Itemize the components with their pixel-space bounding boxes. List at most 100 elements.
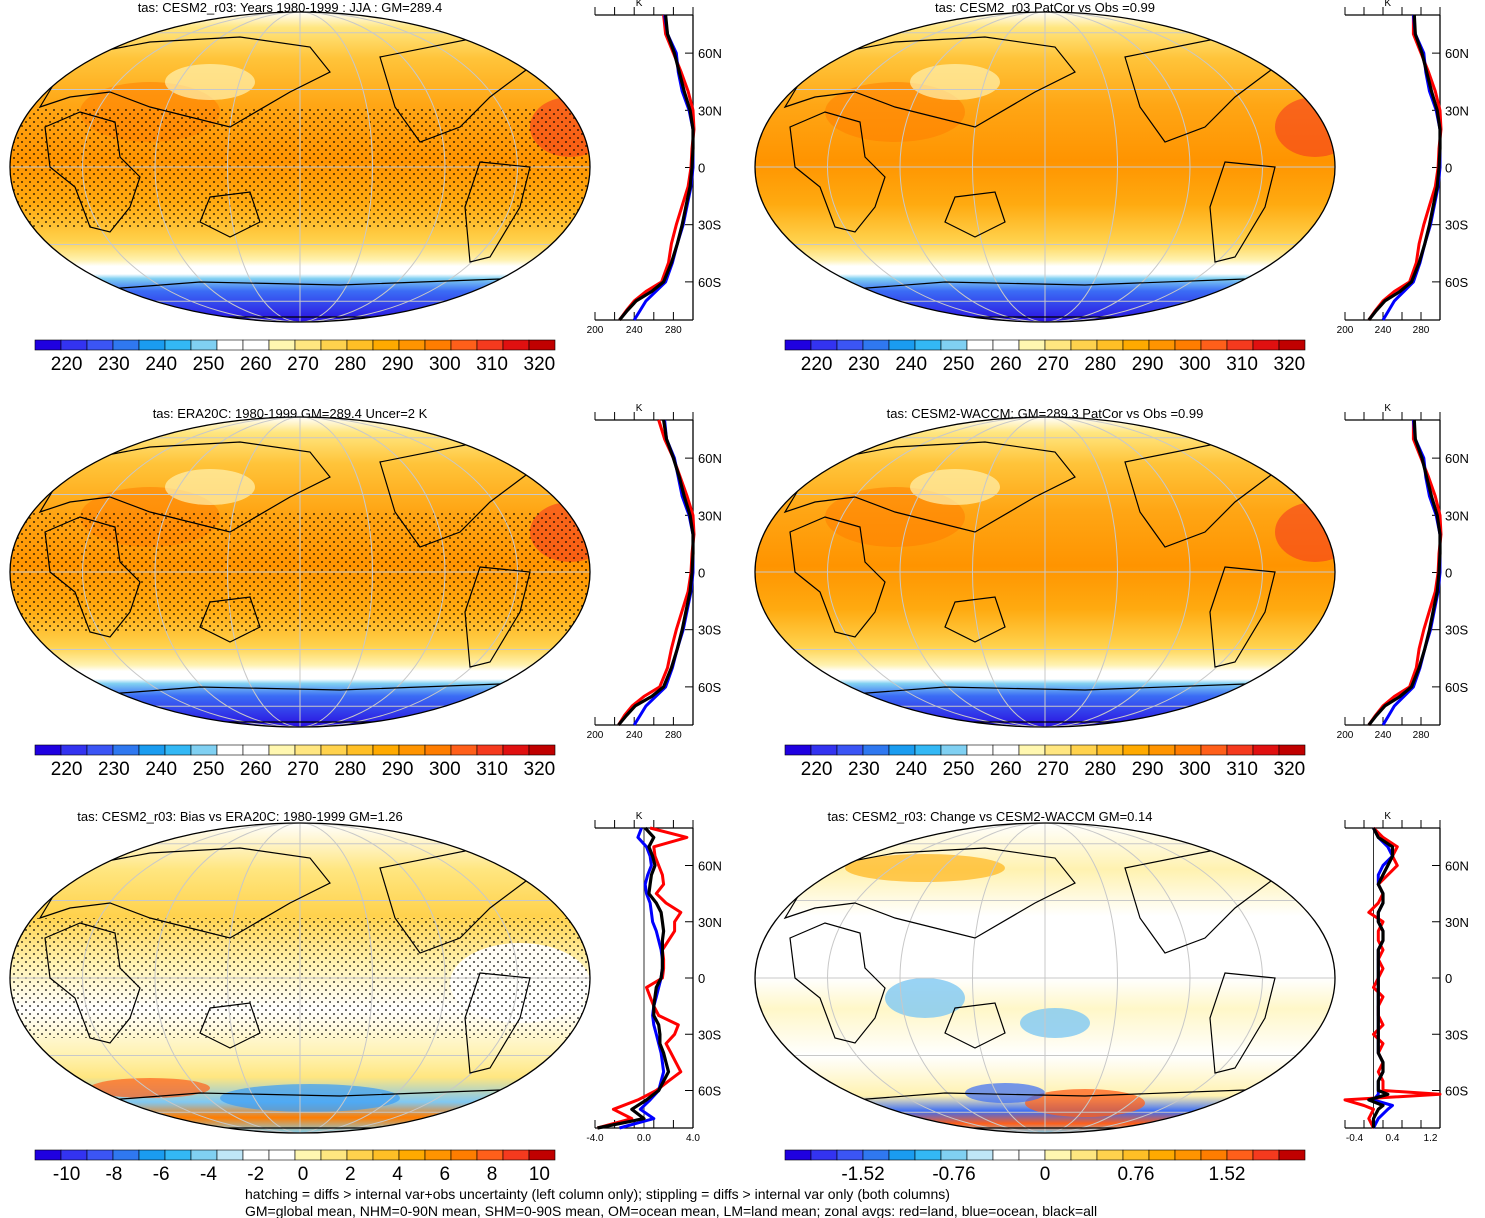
zonal-lat-label: 60N (698, 451, 722, 466)
coastline (1209, 566, 1276, 668)
colorbar-tick-label: -4 (200, 1164, 217, 1185)
zonal-lat-label: 30S (1445, 218, 1468, 233)
colorbar-swatch (398, 744, 426, 756)
colorbar-tick-label: 250 (193, 759, 225, 780)
colorbar-tick-label: -8 (105, 1164, 122, 1185)
zonal-x-tick-label: 4.0 (686, 1133, 700, 1144)
colorbar-swatch (1148, 339, 1176, 351)
meridian-line (899, 417, 1191, 727)
meridian-line (827, 417, 1263, 727)
colorbar-swatch (888, 1149, 916, 1161)
panel-row2-right: tas: CESM2-WACCM: GM=289.3 PatCor vs Obs… (754, 403, 1469, 780)
zonal-x-tick-label: -4.0 (586, 1133, 604, 1144)
zonal-x-tick-label: 1.2 (1424, 1133, 1438, 1144)
warm-region (845, 854, 1005, 882)
zonal-series-all (618, 14, 695, 322)
colorbar: -10 -8 -6 -4 -2 0 2 4 6 8 10 (34, 1149, 556, 1185)
colorbar-swatch (398, 339, 426, 351)
zonal-lat-label: 30S (698, 623, 721, 638)
coastline (783, 847, 1076, 939)
map-clipped (10, 417, 590, 727)
zonal-lat-label: 30N (1445, 915, 1469, 930)
zonal-lat-label: 0 (698, 566, 705, 581)
cool-region (965, 1083, 1045, 1103)
colorbar-tick-label: 240 (895, 354, 927, 375)
zonal-series-land (617, 419, 696, 726)
coastline (783, 441, 1076, 533)
zonal-lat-label: 60S (698, 680, 721, 695)
meridian-line (227, 823, 373, 1133)
colorbar-swatch (112, 744, 140, 756)
colorbar-swatch (268, 744, 296, 756)
colorbar-tick-label: 250 (193, 354, 225, 375)
coastline (944, 1002, 1006, 1049)
zonal-x-tick-label: 280 (665, 325, 682, 336)
zonal-lat-label: 30S (698, 218, 721, 233)
colorbar-tick-label: 310 (476, 759, 508, 780)
colorbar-swatch (784, 1149, 812, 1161)
zonal-lat-label: 30S (1445, 1027, 1468, 1042)
colorbar-tick-label: -0.76 (932, 1164, 975, 1185)
meridian-line (899, 823, 1191, 1133)
colorbar-swatch (190, 339, 218, 351)
panel-row2-left: tas: ERA20C: 1980-1999 GM=289.4 Uncer=2 … (9, 403, 722, 780)
colorbar-tick-label: 310 (1226, 354, 1258, 375)
zonal-lat-label: 30N (698, 915, 722, 930)
colorbar-tick-label: 250 (943, 759, 975, 780)
map-clipped (755, 417, 1335, 727)
colorbar-tick-label: 220 (51, 354, 83, 375)
zonal-x-tick-label: 240 (626, 325, 643, 336)
zonal-unit-label: K (636, 0, 643, 9)
coastline (944, 596, 1006, 643)
colorbar-tick-label: 230 (98, 759, 130, 780)
coastline (199, 1002, 261, 1049)
colorbar-swatch (424, 744, 452, 756)
colorbar-swatch (992, 744, 1020, 756)
zonal-lat-label: 60S (698, 1084, 721, 1099)
zonal-x-tick-label: 280 (1413, 325, 1430, 336)
zonal-lat-label: 0 (698, 161, 705, 176)
colorbar-swatch (1252, 339, 1280, 351)
map-outline (9, 822, 591, 1134)
meridian-line (82, 417, 518, 727)
colorbar-swatch (1096, 744, 1124, 756)
zonal-x-tick-label: 0.4 (1386, 1133, 1400, 1144)
panel-title: tas: CESM2-WACCM: GM=289.3 PatCor vs Obs… (887, 406, 1204, 421)
colorbar-swatch (502, 744, 530, 756)
coastline (789, 111, 886, 233)
zonal-unit-label: K (1384, 403, 1391, 414)
cool-region (165, 469, 255, 505)
colorbar-tick-label: 300 (1179, 759, 1211, 780)
colorbar-tick-label: 280 (1084, 759, 1116, 780)
colorbar-swatch (862, 339, 890, 351)
warm-region (90, 1078, 210, 1098)
zonal-unit-label: K (1384, 811, 1391, 822)
colorbar-swatch (1122, 744, 1150, 756)
zonal-lat-label: 60N (1445, 451, 1469, 466)
zonal-series-land (1367, 420, 1443, 726)
zonal-x-tick-label: 200 (587, 730, 604, 741)
colorbar: 220 230 240 250 260 270 280 290 300 310 320 (784, 744, 1306, 780)
colorbar-swatch (888, 744, 916, 756)
colorbar-swatch (190, 1149, 218, 1161)
colorbar-swatch (810, 1149, 838, 1161)
colorbar: 220 230 240 250 260 270 280 290 300 310 320 (34, 744, 556, 780)
colorbar-swatch (1148, 744, 1176, 756)
colorbar-swatch (346, 339, 374, 351)
zonal-x-tick-label: 280 (1413, 730, 1430, 741)
panel-row3-left: tas: CESM2_r03: Bias vs ERA20C: 1980-199… (9, 809, 722, 1185)
colorbar-swatch (346, 744, 374, 756)
panel-row1-right: tas: CESM2_r03 PatCor vs Obs =0.99 220 23… (754, 0, 1469, 375)
zonal-lat-label: 60N (1445, 46, 1469, 61)
colorbar-swatch (1174, 339, 1202, 351)
colorbar-swatch (138, 744, 166, 756)
coastline (783, 36, 1076, 128)
colorbar-swatch (294, 1149, 322, 1161)
meridian-line (227, 12, 373, 322)
colorbar-tick-label: 230 (98, 354, 130, 375)
zonal-lat-label: 60S (1445, 275, 1468, 290)
map-outline (754, 416, 1336, 728)
zonal-unit-label: K (636, 403, 643, 414)
colorbar-swatch (450, 744, 478, 756)
